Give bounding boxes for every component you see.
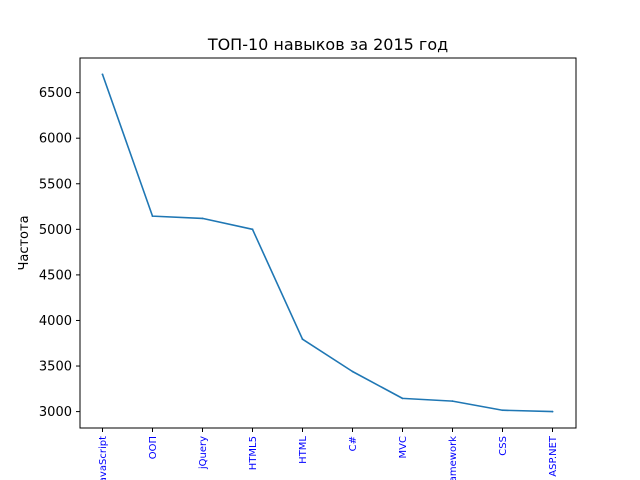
y-tick-label: 6000 [39, 132, 72, 147]
y-axis-label: Частота [17, 215, 32, 270]
x-tick-label: MVC [398, 436, 409, 458]
x-tick-label: CSS [498, 436, 509, 456]
y-tick-label: 3000 [39, 405, 72, 420]
data-point [101, 73, 104, 76]
y-tick-label: 4000 [39, 314, 72, 329]
y-tick-label: 6500 [39, 86, 72, 101]
data-point [401, 397, 404, 400]
x-tick-label: JavaScript [98, 436, 109, 480]
y-tick-label: 5000 [39, 223, 72, 238]
x-tick-label: HTML [298, 436, 309, 464]
data-point [501, 409, 504, 412]
chart-title: ТОП-10 навыков за 2015 год [207, 35, 448, 54]
y-tick-label: 4500 [39, 268, 72, 283]
data-point [201, 217, 204, 220]
x-tick-label: Framework [448, 436, 459, 480]
y-tick-label: 3500 [39, 360, 72, 375]
x-tick-label: ООП [148, 436, 159, 459]
y-axis: 3000 3500 4000 4500 5000 5500 6000 6500 [39, 86, 80, 420]
data-point [451, 400, 454, 403]
data-point [551, 410, 554, 413]
x-tick-label: jQuery [198, 436, 209, 470]
x-tick-label: ASP.NET [548, 435, 559, 477]
data-point [301, 338, 304, 341]
data-point [351, 370, 354, 373]
y-tick-label: 5500 [39, 177, 72, 192]
data-point [151, 215, 154, 218]
data-point [251, 228, 254, 231]
x-axis: JavaScript ООП jQuery HTML5 HTML C# MVC Framewo… [98, 428, 559, 480]
x-tick-label: C# [348, 436, 359, 451]
series-group [101, 73, 554, 413]
x-tick-label: HTML5 [248, 436, 259, 470]
plot-area [79, 57, 577, 429]
series-line [101, 73, 554, 413]
